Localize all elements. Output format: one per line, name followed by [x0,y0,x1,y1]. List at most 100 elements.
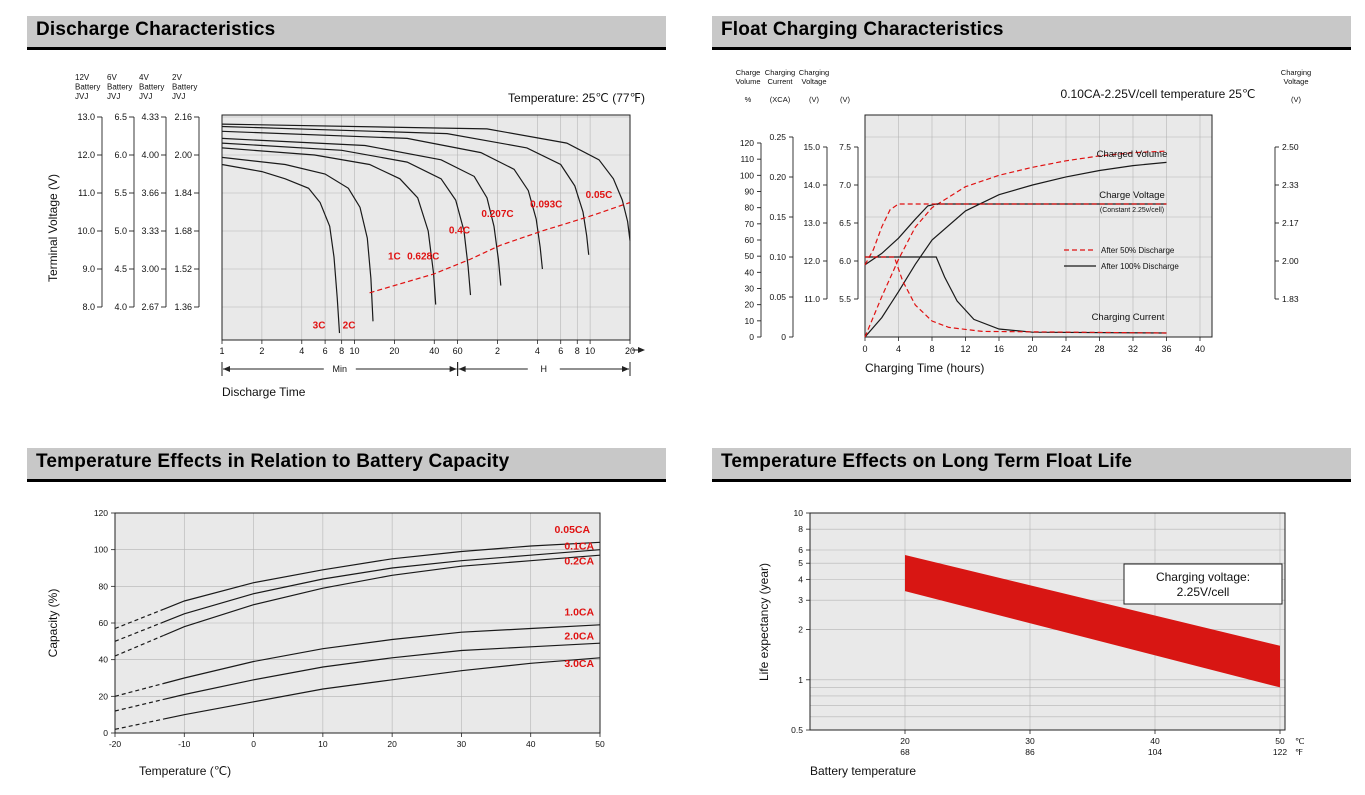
curve [865,256,1167,334]
y-tick: 0.25 [769,132,786,142]
axis-header: Volume [735,77,760,86]
x-tick: 8 [575,346,580,356]
x-tick: 40 [429,346,439,356]
arrow-head [638,347,645,353]
rate-label: 0.207C [481,209,513,220]
y-tick: 10.0 [77,226,95,236]
arrow-head [223,366,230,372]
curve-label-charged-volume: Charged Volume [1097,149,1168,160]
y-tick: 3.33 [141,226,159,236]
rate-label: 0.093C [530,199,562,210]
rate-label: 0.4C [449,225,470,236]
y-tick: 4.33 [141,112,159,122]
scale-header: Battery [172,83,197,92]
y-axis-title: Terminal Voltage (V) [46,174,60,282]
y-tick: 10 [794,508,804,518]
y-axis-title: Capacity (%) [46,589,60,658]
capacity-curve-cold-3.0CA [114,718,164,730]
discharge-curve-1C [221,147,437,305]
plot-border [864,114,1213,338]
x-tick: -20 [109,739,122,749]
y-tick: 15.0 [803,142,820,152]
x-tick-celsius: 30 [1025,736,1035,746]
x-section-label: Min [333,364,348,374]
axis-header: Charging [799,68,829,77]
capacity-curve-0.1CA [163,549,601,623]
y-tick: 7.0 [839,180,851,190]
plot-border [809,512,1286,731]
x-tick: 20 [389,346,399,356]
y-tick: 30 [745,284,755,294]
y-tick: 100 [740,170,754,180]
curve-label-charge-voltage-sub: (Constant 2.25v/cell) [1100,207,1164,214]
x-tick: 28 [1094,344,1104,354]
x-tick: 8 [929,344,934,354]
x-tick: 40 [1195,344,1205,354]
y-tick: 8.0 [82,302,95,312]
axis-header: Voltage [1283,77,1308,86]
discharge-curve-0.093C [221,125,590,255]
axis-unit: (V) [840,95,851,104]
x-tick: 12 [960,344,970,354]
capacity-curve-cold-0.1CA [114,621,164,642]
curve [864,150,1167,338]
y-tick: 1.36 [174,302,192,312]
x-tick: 40 [526,739,536,749]
scale-header: Battery [139,83,164,92]
y-tick: 120 [740,138,754,148]
y-tick: 5.5 [114,188,127,198]
y-tick: 0 [103,728,108,738]
capacity-curve-2.0CA [163,642,601,700]
y-tick: 100 [94,545,108,555]
discharge-curve-0.05C [221,123,631,241]
y-tick: 1.52 [174,264,192,274]
axis-unit: (XCA) [770,95,791,104]
y-tick: 11.0 [78,188,95,198]
y-tick: 6.5 [114,112,127,122]
y-tick: 2.00 [174,150,192,160]
rate-label: 3.0CA [564,658,594,670]
x-tick: 50 [595,739,605,749]
y-tick: 40 [745,267,755,277]
annotation-box [1123,563,1283,605]
y-tick: 8 [798,524,803,534]
y-tick: 13.0 [803,218,820,228]
y-tick: 1.68 [174,226,192,236]
x-tick: 32 [1128,344,1138,354]
x-tick: 10 [349,346,359,356]
curve-label-charging-current: Charging Current [1092,312,1165,323]
axis-unit: % [745,95,752,104]
capacity-curve-cold-1.0CA [114,682,164,697]
y-tick: 0 [781,332,786,342]
annotation-line-2: 2.25V/cell [1177,585,1230,599]
capacity-curve-0.2CA [163,554,601,637]
annotation-line-1: Charging voltage: [1156,570,1250,584]
x-tick: 20 [625,346,635,356]
y-tick: 6.0 [114,150,127,160]
axis-unit: (V) [1291,95,1302,104]
x-tick: 4 [299,346,304,356]
x-tick: 20 [1027,344,1037,354]
rate-label: 0.628C [407,252,439,263]
x-tick: 24 [1061,344,1071,354]
scale-header: Battery [75,83,100,92]
y-tick: 0.05 [769,292,786,302]
rate-label: 0.1CA [564,541,594,553]
arrow-head [449,366,457,372]
y-tick: 3.00 [141,264,159,274]
rate-label: 0.05CA [554,524,590,536]
rate-label: 2C [343,320,356,331]
y-tick: 11.0 [804,294,820,304]
rate-label: 1.0CA [564,607,594,619]
x-tick: 60 [453,346,463,356]
y-tick: 6.0 [839,256,851,266]
x-tick-fahrenheit: 122 [1273,747,1287,757]
scale-header: JVJ [107,92,120,101]
y-tick: 120 [94,508,108,518]
capacity-curve-cold-2.0CA [114,698,164,712]
y-tick: 12.0 [77,150,95,160]
y-tick: 110 [740,154,754,164]
legend-label: After 100% Discharge [1101,262,1179,271]
y-tick: 20 [745,300,755,310]
y-tick: 14.0 [803,180,820,190]
